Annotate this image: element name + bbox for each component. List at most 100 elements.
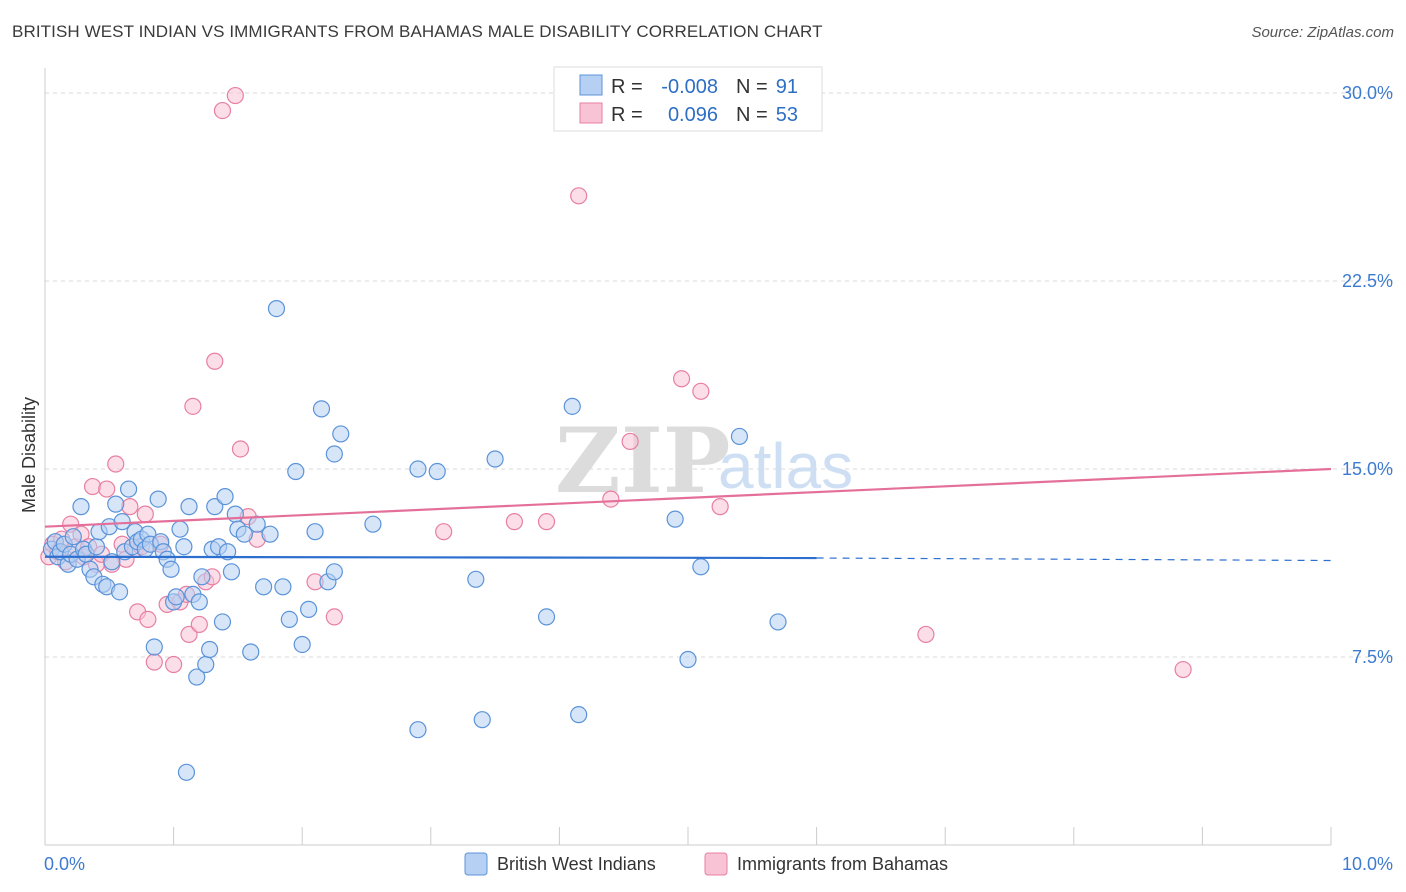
bottom-legend-blue-swatch xyxy=(464,852,488,876)
pink-point xyxy=(121,498,139,516)
pink-point xyxy=(226,86,244,105)
legend-blue-swatch xyxy=(579,74,603,96)
blue-point xyxy=(255,578,273,596)
blue-point xyxy=(679,650,697,669)
blue-point xyxy=(293,635,311,654)
blue-point xyxy=(87,538,106,556)
blue-point xyxy=(149,490,167,508)
trend-lines xyxy=(44,467,1332,562)
blue-point xyxy=(467,570,485,588)
pink-point xyxy=(435,523,453,541)
y-tick-labels: 7.5% 15.0% 22.5% 30.0% xyxy=(1342,83,1393,667)
axes xyxy=(44,68,1332,846)
blue-point xyxy=(769,613,787,631)
blue-point xyxy=(219,543,237,561)
blue-point xyxy=(206,498,224,516)
blue-point xyxy=(193,568,211,586)
blue-point xyxy=(145,638,163,656)
blue-point xyxy=(177,763,196,781)
blue-point xyxy=(563,397,581,415)
pink-point xyxy=(165,655,183,674)
top-legend: R = -0.008 N = 91 R = 0.096 N = 53 xyxy=(553,66,823,132)
blue-point xyxy=(242,643,260,661)
blue-point xyxy=(428,462,446,481)
legend-blue-n-value: 91 xyxy=(776,76,798,98)
legend-pink-n-value: 53 xyxy=(776,104,798,126)
blue-point xyxy=(226,505,244,523)
blue-point xyxy=(167,588,185,606)
blue-point xyxy=(280,610,298,629)
blue-point xyxy=(409,721,427,739)
blue-point xyxy=(692,558,710,576)
pink-point xyxy=(602,490,620,508)
pink-point xyxy=(692,382,710,400)
pink-point xyxy=(184,397,202,415)
blue-point xyxy=(213,613,232,631)
blue-point xyxy=(180,498,198,516)
blue-point xyxy=(113,513,131,531)
blue-point xyxy=(306,523,324,541)
legend-blue-r-label: R = xyxy=(611,76,643,98)
bottom-legend: British West Indians Immigrants from Bah… xyxy=(464,852,948,876)
blue-point xyxy=(175,538,193,556)
pink-point xyxy=(107,455,125,473)
pink-point xyxy=(98,480,116,498)
bottom-legend-pink-label: Immigrants from Bahamas xyxy=(737,854,948,874)
pink-points xyxy=(40,86,1192,679)
pink-point xyxy=(711,498,729,516)
blue-point xyxy=(107,495,125,513)
pink-point xyxy=(621,432,639,451)
legend-pink-swatch xyxy=(579,102,603,124)
x-tick-labels: 0.0% 10.0% xyxy=(44,854,1393,874)
pink-trend-line xyxy=(44,467,1332,528)
pink-point xyxy=(537,513,556,531)
blue-point xyxy=(222,563,241,581)
blue-point xyxy=(274,578,292,596)
blue-point xyxy=(190,593,208,611)
blue-trend-line xyxy=(44,555,817,560)
pink-point xyxy=(136,505,154,523)
blue-point xyxy=(312,400,331,418)
pink-point xyxy=(1174,660,1192,679)
pink-point xyxy=(231,440,250,458)
blue-point xyxy=(537,608,556,626)
blue-point xyxy=(332,425,350,443)
blue-point xyxy=(171,520,189,538)
blue-point xyxy=(162,560,180,578)
blue-point xyxy=(267,300,286,318)
blue-point xyxy=(119,480,138,498)
blue-point xyxy=(730,427,749,446)
chart-title: BRITISH WEST INDIAN VS IMMIGRANTS FROM B… xyxy=(12,22,823,41)
y-tick-label-2: 22.5% xyxy=(1342,271,1393,291)
pink-point xyxy=(672,370,691,388)
pink-point xyxy=(505,513,523,531)
pink-point xyxy=(145,653,163,671)
blue-point xyxy=(570,706,588,724)
pink-point xyxy=(213,101,232,120)
legend-blue-r-value: -0.008 xyxy=(661,76,718,98)
grid-lines xyxy=(45,92,1393,658)
blue-point xyxy=(325,563,343,581)
x-tick-label-0: 0.0% xyxy=(44,854,85,874)
legend-pink-r-value: 0.096 xyxy=(668,104,718,126)
pink-point xyxy=(190,615,208,634)
pink-point xyxy=(917,625,935,644)
blue-point xyxy=(325,445,343,463)
x-tick-label-1: 10.0% xyxy=(1342,854,1393,874)
y-tick-label-3: 30.0% xyxy=(1342,83,1393,103)
y-tick-label-0: 7.5% xyxy=(1352,647,1393,667)
blue-point xyxy=(486,450,504,468)
blue-trend-dashed xyxy=(816,557,1332,562)
blue-point xyxy=(409,460,427,478)
bottom-legend-pink-swatch xyxy=(704,852,728,876)
blue-point xyxy=(473,711,491,729)
legend-blue-n-label: N = xyxy=(736,76,768,98)
blue-point xyxy=(216,487,234,506)
blue-point xyxy=(110,583,129,601)
source-label: Source: ZipAtlas.com xyxy=(1251,24,1394,41)
pink-point xyxy=(206,352,224,370)
blue-point xyxy=(201,640,219,659)
blue-point xyxy=(188,668,206,686)
pink-point xyxy=(180,625,198,644)
